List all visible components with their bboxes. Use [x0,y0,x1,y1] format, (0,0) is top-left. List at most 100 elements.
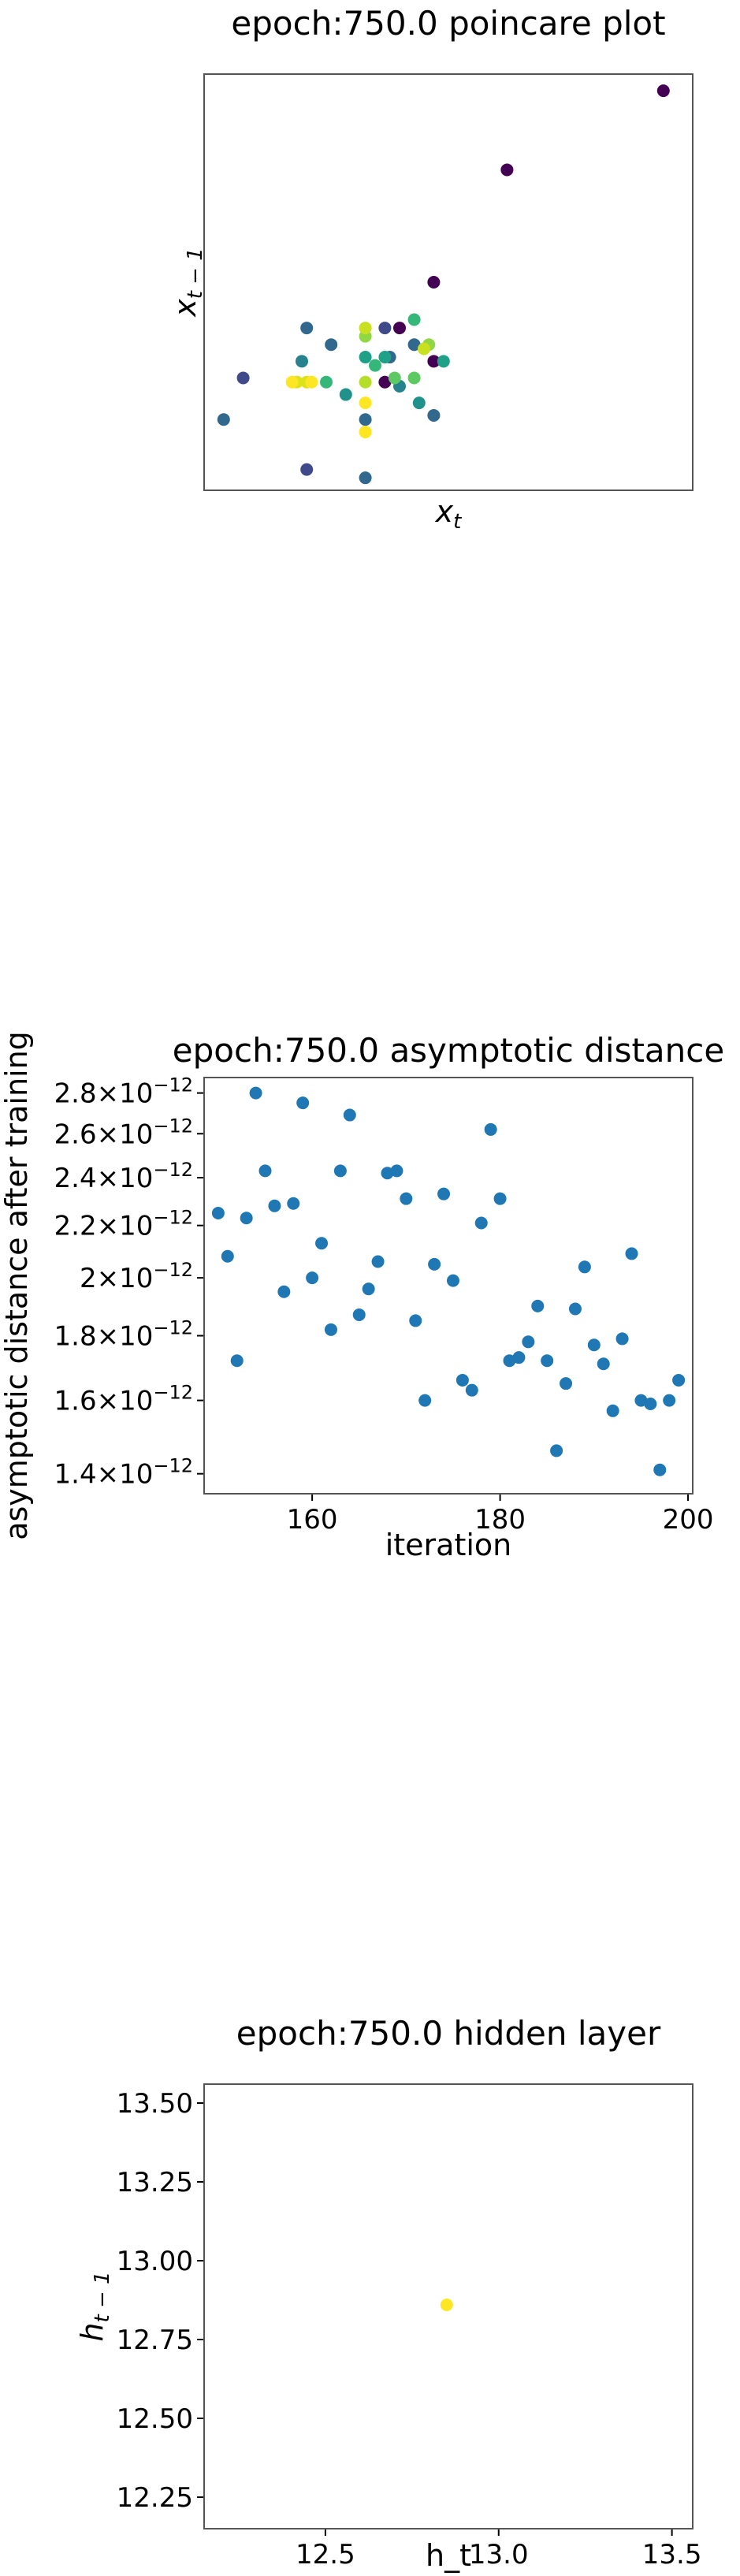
poincare-title: epoch:750.0 poincare plot [231,4,665,43]
asym-point-34 [531,1299,545,1312]
asym-point-22 [418,1394,432,1407]
asym-point-16 [362,1282,375,1296]
hidden-frame [203,2083,694,2529]
asym-point-13 [333,1164,347,1178]
hidden-ytick-label-3: 13.00 [117,2246,193,2277]
asym-xtick-label-2: 200 [663,1504,714,1536]
asym-ytick-label-0: 1.4×10−12 [54,1455,193,1491]
hidden-ytick-label-2: 12.75 [117,2325,193,2356]
asym-point-41 [597,1357,610,1371]
poincare-point-32 [418,342,430,356]
asymptotic-xlabel: iteration [385,1528,512,1562]
asym-ytick-label-7: 2.8×10−12 [54,1074,193,1110]
asym-point-4 [249,1086,262,1100]
asym-point-2 [230,1354,244,1368]
asym-point-28 [474,1216,488,1230]
poincare-xlabel-base: x [435,494,454,529]
asym-point-25 [446,1274,459,1287]
asym-xtick-label-0: 160 [287,1504,338,1536]
poincare-point-24 [369,359,381,372]
asym-point-10 [306,1271,319,1285]
asym-point-12 [324,1323,337,1336]
asym-point-3 [240,1212,253,1225]
poincare-ylabel: xt − 1 [168,248,207,318]
hidden-ytick-label-1: 12.50 [117,2403,193,2435]
hidden-layer-chart: epoch:750.0 hidden layer 12.25 12.50 12.75… [75,2014,702,2573]
poincare-point-14 [407,338,421,352]
asym-point-49 [672,1373,686,1387]
asym-point-42 [606,1404,619,1417]
poincare-point-9 [427,408,441,422]
poincare-point-1 [500,163,514,177]
poincare-chart: epoch:750.0 poincare plot xt xt − 1 [168,4,694,534]
poincare-point-20 [359,351,372,364]
hidden-xtick-label-1: 13.0 [469,2539,529,2570]
asym-ytick-label-4: 2.2×10−12 [54,1207,193,1242]
poincare-point-12 [359,413,372,426]
asym-point-30 [493,1192,507,1205]
poincare-point-17 [296,355,308,368]
poincare-point-21 [378,351,392,364]
asym-ytick-label-3: 2×10−12 [80,1259,193,1294]
asymptotic-ylabel: asymptotic distance after training [0,1031,34,1540]
poincare-point-11 [325,338,338,352]
asym-point-37 [560,1377,573,1390]
hidden-ytick-label-4: 13.25 [117,2167,193,2198]
asymptotic-x-ticks: 160 180 200 [287,1494,714,1536]
poincare-point-6 [300,463,314,476]
hidden-ylabel: ht − 1 [75,2271,114,2341]
poincare-xlabel-sub: t [453,510,462,534]
hidden-ytick-label-0: 12.25 [117,2482,193,2514]
hidden-xtick-label-2: 13.5 [642,2539,702,2570]
asym-point-0 [211,1207,225,1220]
asym-point-48 [663,1394,676,1407]
hidden-ytick-label-5: 13.50 [117,2088,193,2120]
asym-point-35 [541,1354,554,1368]
asym-point-32 [512,1351,526,1364]
poincare-point-0 [656,84,670,98]
asym-point-19 [390,1164,403,1178]
hidden-title: epoch:750.0 hidden layer [236,2014,661,2053]
asym-point-46 [644,1397,657,1410]
poincare-point-5 [236,371,250,385]
asym-xtick-label-1: 180 [474,1504,526,1536]
poincare-point-19 [412,396,426,410]
poincare-point-30 [359,375,372,389]
hidden-ylabel-sub: t − 1 [91,2271,114,2322]
asym-point-27 [465,1383,478,1397]
asym-point-20 [400,1192,413,1205]
asym-point-29 [484,1122,497,1136]
asym-point-38 [568,1302,582,1316]
asym-point-7 [277,1285,291,1298]
poincare-point-27 [388,371,401,385]
asym-point-39 [578,1260,591,1274]
poincare-point-16 [427,355,441,368]
asym-point-1 [221,1249,234,1263]
asymptotic-title: epoch:750.0 asymptotic distance [173,1031,724,1070]
asym-point-33 [522,1335,535,1349]
poincare-point-25 [320,375,333,389]
poincare-xlabel: xt [435,494,463,534]
poincare-point-7 [217,413,230,426]
asym-ytick-label-2: 1.8×10−12 [54,1317,193,1353]
poincare-point-37 [359,426,372,439]
poincare-point-15 [378,375,392,389]
asym-point-14 [343,1108,356,1122]
poincare-ylabel-sub: t − 1 [184,248,207,299]
asymptotic-chart: epoch:750.0 asymptotic distance 1.4×10−1… [0,1031,724,1562]
asym-ytick-label-6: 2.6×10−12 [54,1115,193,1150]
poincare-point-22 [437,355,450,368]
asymptotic-points [211,1086,686,1476]
asym-point-21 [409,1314,422,1327]
asym-point-23 [428,1257,441,1271]
asym-point-18 [381,1167,394,1180]
poincare-point-2 [427,276,441,288]
poincare-point-38 [359,396,372,410]
asym-point-24 [437,1187,451,1201]
asym-point-40 [587,1338,601,1352]
poincare-point-10 [300,322,314,335]
hidden-xlabel: h_t [426,2538,471,2573]
poincare-points [217,84,670,485]
hidden-xtick-label-0: 12.5 [296,2539,355,2570]
poincare-point-23 [407,313,421,326]
